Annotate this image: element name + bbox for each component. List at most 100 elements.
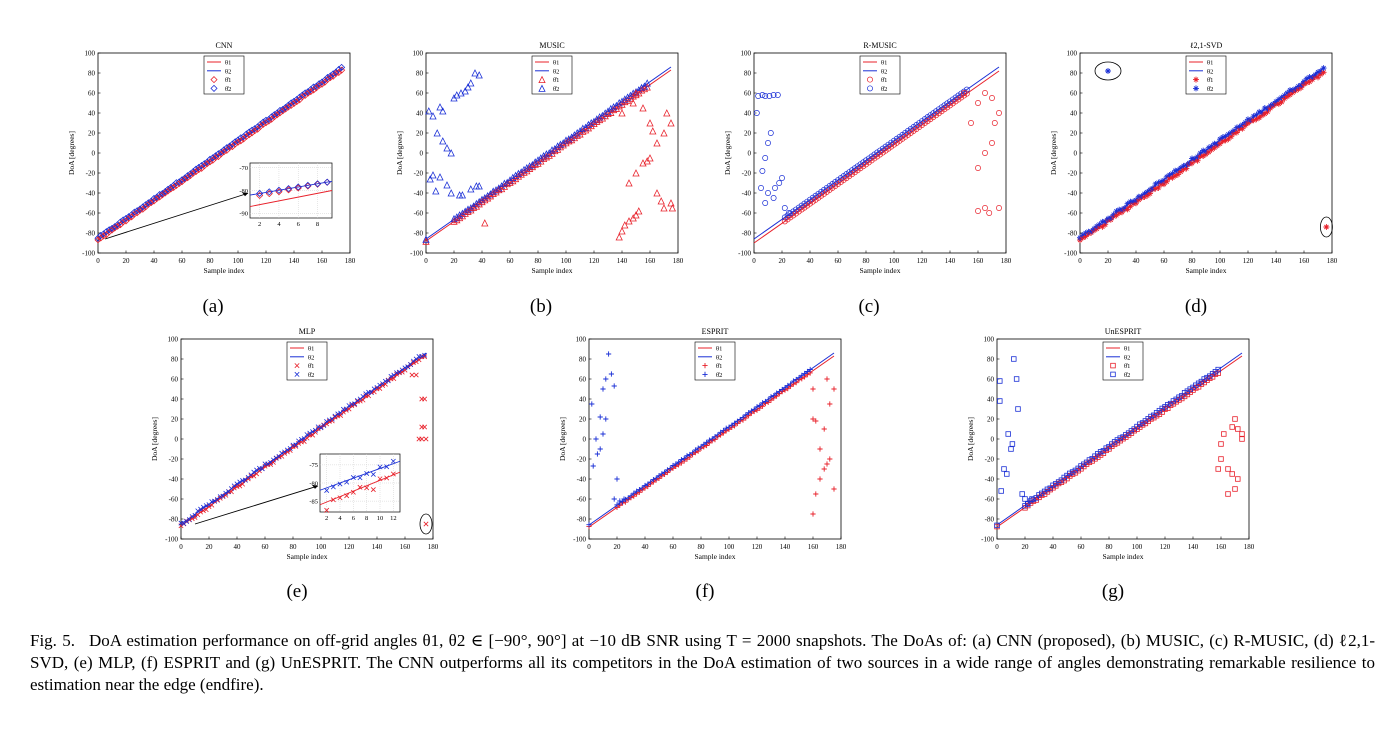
theta2-estimate-marker	[757, 402, 763, 408]
theta2-estimate-marker	[673, 461, 679, 467]
x-tick-label: 180	[345, 257, 356, 265]
theta2-estimate-marker	[531, 158, 539, 166]
x-tick-label: 140	[945, 257, 956, 265]
x-tick-label: 140	[1271, 257, 1282, 265]
theta2-estimate-marker	[678, 457, 684, 463]
theta1-estimate-marker	[237, 137, 245, 145]
inset-theta2-marker	[390, 458, 396, 464]
theta2-estimate-marker	[192, 165, 200, 173]
x-tick-label: 60	[1078, 543, 1086, 551]
theta2-estimate-marker	[203, 503, 209, 509]
chart-title: ℓ2,1-SVD	[1190, 41, 1223, 50]
theta1-estimate-marker	[1217, 140, 1223, 147]
y-tick-label: 20	[987, 416, 995, 424]
theta1-estimate-marker	[248, 129, 256, 137]
chart-title: R-MUSIC	[863, 41, 896, 50]
theta1-estimate-marker	[1177, 168, 1184, 175]
theta2-estimate-marker	[265, 115, 273, 123]
theta2-outlier-marker	[614, 476, 620, 482]
theta2-estimate-marker	[209, 154, 217, 162]
chart-unesprit: UnESPRIT 0 20 40 60 80 100 120 140 160 180 100 80 60 4…	[966, 327, 1255, 561]
y-tick-label: -80	[742, 230, 752, 238]
theta1-outlier-marker	[663, 109, 671, 117]
theta1-outlier-marker	[831, 386, 837, 392]
x-tick-label: 120	[344, 543, 355, 551]
y-tick-label: 40	[1070, 110, 1078, 118]
theta1-outlier-marker	[413, 372, 419, 378]
inset-theta1-marker	[377, 476, 383, 482]
inset-theta1-marker	[384, 475, 390, 481]
theta2-estimate-marker	[212, 498, 218, 504]
theta2-estimate-marker	[1320, 65, 1327, 72]
theta1-estimate-marker	[531, 160, 539, 168]
theta1-estimate-marker	[360, 397, 366, 403]
theta1-estimate-marker	[1250, 117, 1257, 124]
theta2-estimate-marker	[1273, 98, 1279, 105]
theta1-estimate-marker	[1239, 125, 1246, 132]
theta1-outlier-marker	[653, 139, 661, 147]
theta2-estimate-marker	[1053, 481, 1059, 487]
y-axis-label: DoA [degrees]	[723, 131, 732, 175]
theta2-estimate-marker	[175, 178, 183, 186]
chart-title: ESPRIT	[702, 327, 729, 336]
highlight-circle	[1094, 61, 1122, 81]
theta1-outlier-marker	[618, 227, 626, 235]
theta2-estimate-marker	[1113, 208, 1120, 215]
theta1-estimate-marker	[1215, 370, 1221, 376]
theta2-estimate-marker	[1152, 180, 1159, 187]
theta2-outlier-marker	[439, 107, 447, 115]
x-tick-label: 20	[614, 543, 622, 551]
theta2-estimate-marker	[670, 462, 676, 469]
theta2-estimate-marker	[363, 391, 369, 397]
theta2-estimate-marker	[284, 101, 292, 109]
theta1-outlier-marker	[653, 189, 661, 197]
chart-esprit: ESPRIT 0 20 40 60 80 100 120 140 160 180 100 80 60 40 2…	[558, 327, 847, 561]
inset-x-tick-label: 8	[365, 515, 368, 522]
x-tick-label: 80	[535, 257, 543, 265]
x-tick-label: 160	[645, 257, 656, 265]
theta2-estimate-marker	[1204, 374, 1210, 381]
theta2-estimate-marker	[634, 488, 640, 494]
theta2-estimate-marker	[282, 103, 290, 111]
theta2-estimate-marker	[1169, 170, 1176, 177]
theta1-estimate-marker	[147, 198, 155, 207]
theta2-estimate-marker	[751, 406, 757, 412]
theta1-outlier-marker	[423, 436, 429, 442]
theta1-estimate-marker	[640, 84, 649, 93]
theta1-estimate-marker	[604, 109, 612, 118]
x-tick-label: 100	[1215, 257, 1226, 265]
y-tick-label: 100	[576, 336, 587, 344]
theta1-estimate-marker	[1180, 166, 1187, 173]
theta1-outlier-marker	[1239, 436, 1245, 442]
theta1-estimate-marker	[1113, 212, 1120, 219]
highlight-circle	[419, 513, 433, 535]
inset-theta1-marker	[337, 495, 343, 501]
theta2-estimate-marker	[1141, 190, 1148, 197]
theta1-outlier-marker	[813, 418, 819, 424]
y-tick-label: 60	[1070, 90, 1078, 98]
theta1-outlier-marker	[621, 221, 629, 229]
theta1-estimate-marker	[495, 185, 503, 194]
y-tick-label: -20	[86, 170, 96, 178]
legend-label: θ1	[553, 60, 559, 67]
y-tick-label: -20	[742, 170, 752, 178]
theta1-estimate-marker	[621, 97, 629, 106]
theta2-estimate-marker	[181, 174, 189, 182]
theta1-estimate-marker	[1133, 200, 1139, 207]
theta1-estimate-marker	[559, 141, 567, 149]
inset-theta2-line	[319, 460, 401, 491]
legend-marker	[294, 371, 300, 377]
theta2-outlier-marker	[475, 71, 483, 79]
legend-label: θ1	[881, 60, 887, 67]
theta1-estimate-marker	[284, 449, 290, 455]
theta2-outlier-marker	[447, 189, 455, 197]
theta2-outlier-marker	[779, 175, 785, 181]
theta2-estimate-marker	[1197, 150, 1204, 157]
theta2-estimate-marker	[1205, 144, 1212, 151]
y-tick-label: 20	[579, 416, 587, 424]
theta2-estimate-marker	[200, 160, 208, 168]
theta1-outlier-marker	[810, 386, 816, 392]
theta2-estimate-marker	[251, 125, 259, 133]
theta2-estimate-marker	[1217, 136, 1223, 143]
theta2-estimate-marker	[692, 447, 698, 453]
